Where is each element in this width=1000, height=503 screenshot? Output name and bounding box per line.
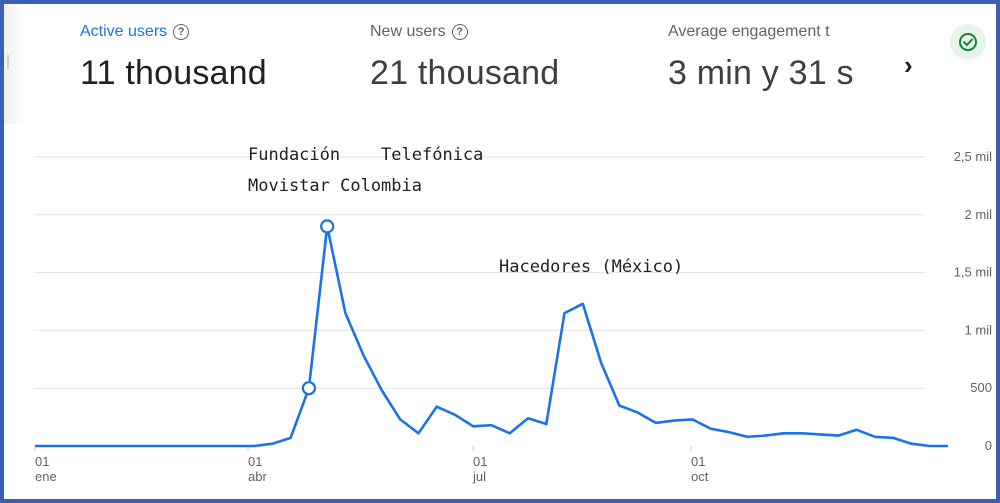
help-icon[interactable]: ? (451, 24, 468, 40)
x-tick-label-month: oct (691, 469, 709, 484)
metric-label-new-users: New users (370, 23, 446, 40)
metric-label-avg-engagement: Average engagement t (668, 23, 830, 40)
chevron-right-icon[interactable]: › (904, 50, 913, 80)
x-tick-label-month: abr (248, 469, 267, 484)
check-circle-icon[interactable] (950, 24, 986, 60)
x-tick-label-day: 01 (35, 454, 49, 469)
highlight-point (301, 381, 316, 396)
metric-value-active-users: 11 thousand (80, 54, 267, 92)
help-icon[interactable]: ? (173, 24, 190, 40)
metric-label-active-users: Active users (80, 23, 168, 40)
previous-card-marker (7, 55, 9, 69)
x-tick-label-day: 01 (248, 454, 262, 469)
y-tick-label: 500 (970, 380, 992, 395)
annotation-label: Hacedores (México) (499, 257, 683, 277)
y-tick-label: 1,5 mil (954, 265, 992, 280)
y-tick-label: 2 mil (965, 207, 993, 222)
highlight-point (320, 219, 335, 234)
annotation-label: Fundación Telefónica (248, 145, 483, 165)
y-tick-label: 1 mil (965, 322, 993, 337)
x-tick-label-day: 01 (473, 454, 487, 469)
metric-value-avg-engagement: 3 min y 31 s (668, 54, 854, 92)
metric-card-active-users[interactable]: Active users ? 11 thousand (80, 22, 267, 93)
metric-card-avg-engagement[interactable]: Average engagement t 3 min y 31 s (668, 22, 893, 93)
metric-card-new-users[interactable]: New users ? 21 thousand (370, 22, 559, 93)
annotation-label: Movistar Colombia (248, 176, 422, 196)
metric-value-new-users: 21 thousand (370, 54, 560, 92)
x-tick-label-month: ene (35, 469, 57, 484)
y-tick-label: 0 (985, 438, 992, 453)
x-tick-label-month: jul (472, 469, 486, 484)
series-line-active-users (35, 225, 948, 448)
x-tick-label-day: 01 (691, 454, 705, 469)
y-tick-label: 2,5 mil (954, 149, 992, 164)
